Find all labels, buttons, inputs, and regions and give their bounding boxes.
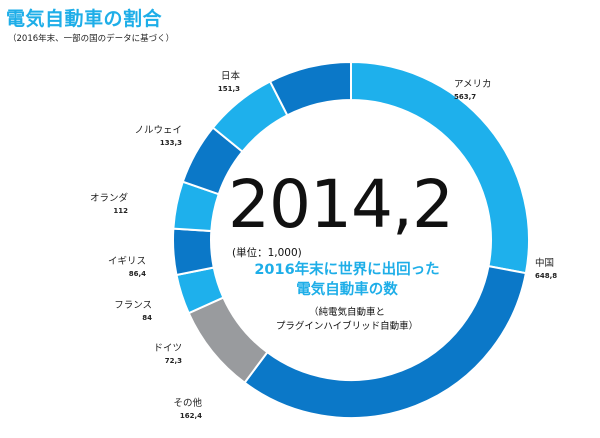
label-china-value: 648,8 [535,272,558,280]
chart-subtitle: （2016年末、一部の国のデータに基づく） [8,34,175,44]
label-norway: ノルウェイ 133,3 [108,122,182,147]
label-germany: ドイツ 72,3 [130,340,182,365]
center-note-line1: （純電気自動車と [308,307,385,318]
donut-slice-4 [172,227,215,277]
center-unit: (単位：1,000) [232,247,302,259]
label-other-value: 162,4 [179,412,202,420]
center-headline-line2: 電気自動車の数 [296,282,398,298]
label-usa-value: 563,7 [454,93,477,101]
center-total: 2014,2 [228,166,454,243]
label-usa: アメリカ 563,7 [454,76,492,101]
label-china: 中国 648,8 [535,255,557,280]
center-note-line2: プラグインハイブリッド自動車） [275,321,419,332]
label-uk: イギリス 86,4 [88,253,146,278]
donut-slice-8 [268,60,352,117]
label-usa-name: アメリカ [454,79,492,90]
label-france: フランス 84 [100,297,152,322]
label-netherlands-name: オランダ [89,193,128,204]
label-france-value: 84 [142,314,152,322]
center-note: （純電気自動車と プラグインハイブリッド自動車） [252,306,442,334]
center-headline-line1: 2016年末に世界に出回った [254,262,440,278]
label-norway-value: 133,3 [159,139,182,147]
label-japan-value: 151,3 [217,85,240,93]
label-netherlands-value: 112 [113,207,128,215]
label-uk-name: イギリス [107,256,146,267]
label-japan: 日本 151,3 [188,68,240,93]
label-japan-name: 日本 [220,71,240,82]
label-france-name: フランス [114,300,152,311]
label-norway-name: ノルウェイ [134,125,182,136]
chart-title: 電気自動車の割合 [6,8,163,30]
label-netherlands: オランダ 112 [70,190,128,215]
label-other-name: その他 [173,398,202,409]
center-headline: 2016年末に世界に出回った 電気自動車の数 [232,260,462,300]
label-germany-name: ドイツ [153,343,182,354]
label-china-name: 中国 [535,258,555,269]
label-other: その他 162,4 [150,395,202,420]
label-uk-value: 86,4 [128,270,146,278]
label-germany-value: 72,3 [164,357,182,365]
